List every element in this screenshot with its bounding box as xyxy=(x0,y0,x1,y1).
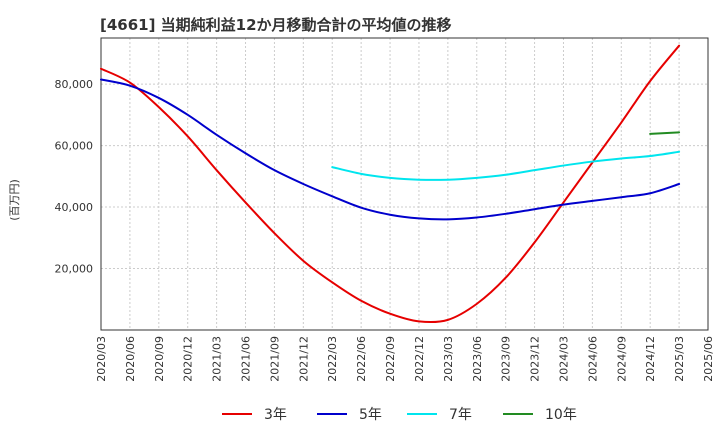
legend-label: 7年 xyxy=(449,407,472,423)
x-tick-label: 2024/03 xyxy=(557,336,570,382)
x-tick-label: 2020/03 xyxy=(95,336,108,382)
legend: 3年 5年 7年 10年 xyxy=(222,407,577,423)
x-tick-label: 2021/12 xyxy=(297,336,310,382)
x-tick-label: 2020/09 xyxy=(153,336,166,382)
x-tick-label: 2023/12 xyxy=(529,336,542,382)
legend-label: 10年 xyxy=(545,407,577,423)
x-tick-label: 2023/09 xyxy=(500,336,513,382)
legend-label: 5年 xyxy=(359,407,382,423)
x-tick-label: 2024/12 xyxy=(644,336,657,382)
y-tick-label: 60,000 xyxy=(55,140,94,153)
x-tick-label: 2024/09 xyxy=(615,336,628,382)
x-tick-label: 2021/09 xyxy=(268,336,281,382)
y-tick-label: 80,000 xyxy=(55,78,94,91)
x-tick-label: 2020/06 xyxy=(124,336,137,382)
x-tick-label: 2022/12 xyxy=(413,336,426,382)
chart-title: [4661] 当期純利益12か月移動合計の平均値の推移 xyxy=(100,16,452,34)
plot-area xyxy=(100,37,709,331)
x-tick-label: 2021/03 xyxy=(211,336,224,382)
y-tick-label: 20,000 xyxy=(55,263,94,276)
y-tick-label: 40,000 xyxy=(55,201,94,214)
grid xyxy=(100,38,709,330)
series-line-3 xyxy=(331,150,681,181)
x-tick-label: 2022/06 xyxy=(355,336,368,382)
x-tick-label: 2025/03 xyxy=(673,336,686,382)
x-tick-label: 2022/03 xyxy=(326,336,339,382)
x-tick-label: 2024/06 xyxy=(586,336,599,382)
y-axis-ticks: 20,000 40,000 60,000 80,000 xyxy=(55,78,94,275)
x-tick-label: 2021/06 xyxy=(240,336,253,382)
x-tick-label: 2020/12 xyxy=(182,336,195,382)
series-line-2 xyxy=(100,78,681,221)
series-line-1 xyxy=(100,44,681,324)
series-line-4 xyxy=(649,131,681,135)
x-tick-label: 2025/06 xyxy=(702,336,715,382)
x-tick-label: 2023/06 xyxy=(471,336,484,382)
x-tick-label: 2022/09 xyxy=(384,336,397,382)
y-axis-label: (百万円) xyxy=(8,179,21,221)
x-tick-label: 2023/03 xyxy=(442,336,455,382)
series-lines xyxy=(100,44,681,324)
legend-label: 3年 xyxy=(264,407,287,423)
x-axis-ticks: 2020/03 2020/06 2020/09 2020/12 2021/03 2021/… xyxy=(95,336,715,382)
